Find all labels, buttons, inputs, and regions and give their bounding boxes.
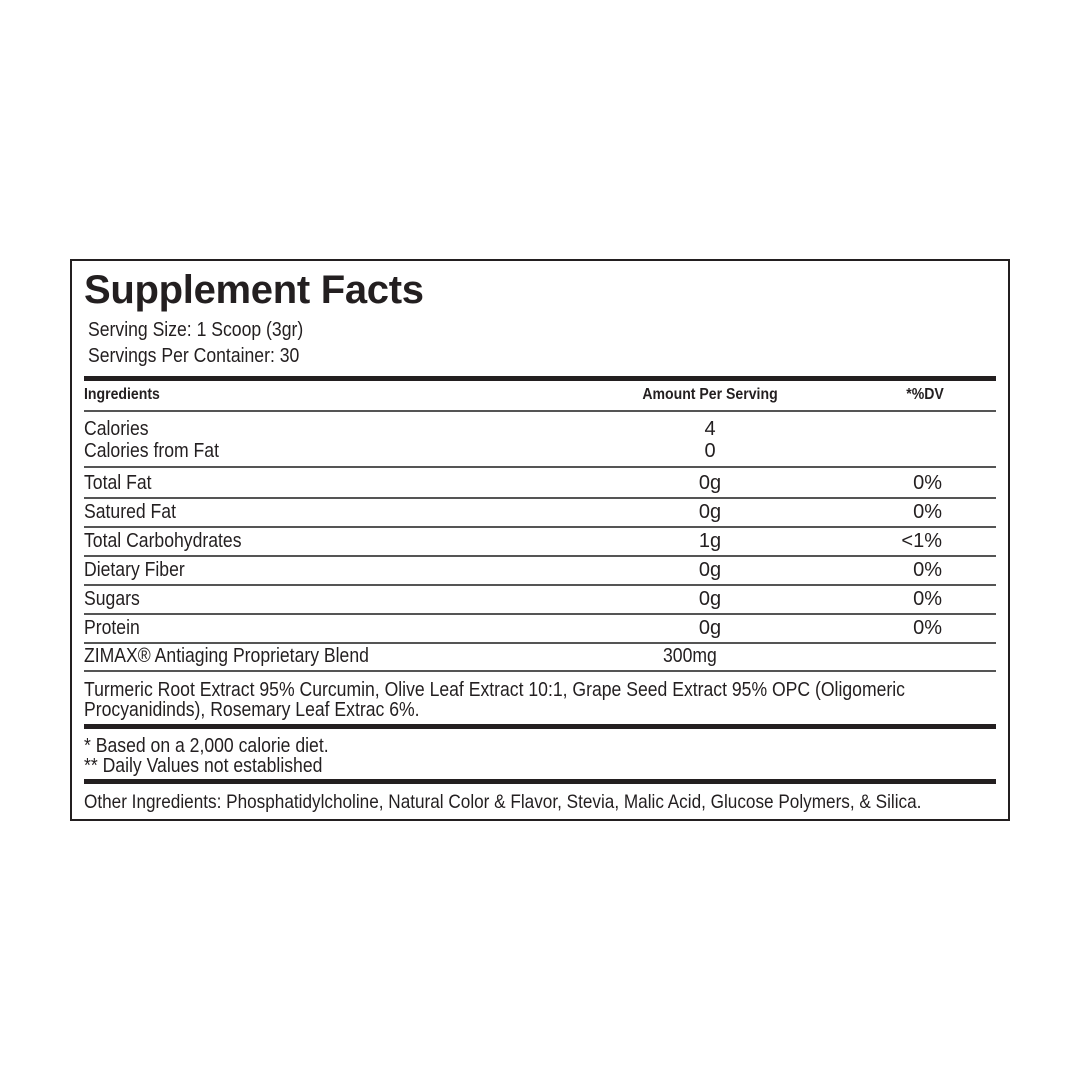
blend-ingredients-line: Procyanidinds), Rosemary Leaf Extrac 6%. — [84, 699, 420, 721]
divider — [84, 724, 996, 729]
calories-from-fat-label: Calories from Fat — [84, 440, 219, 462]
nutrient-amount: 0g — [698, 472, 722, 494]
servings-per-container: Servings Per Container: 30 — [88, 345, 300, 367]
nutrient-dv: <1% — [901, 530, 942, 552]
header-ingredients: Ingredients — [84, 386, 160, 403]
blend-amount: 300mg — [663, 645, 717, 667]
header-dv: *%DV — [906, 386, 944, 403]
serving-size: Serving Size: 1 Scoop (3gr) — [88, 319, 304, 341]
divider — [84, 584, 996, 586]
blend-ingredients-line: Turmeric Root Extract 95% Curcumin, Oliv… — [84, 679, 905, 701]
nutrient-dv: 0% — [913, 588, 942, 610]
divider — [84, 642, 996, 644]
divider — [84, 555, 996, 557]
nutrient-amount: 0g — [698, 501, 722, 523]
divider — [84, 410, 996, 412]
nutrient-amount: 0g — [698, 588, 722, 610]
nutrient-label: Satured Fat — [84, 501, 176, 523]
header-amount: Amount Per Serving — [642, 386, 778, 403]
other-ingredients: Other Ingredients: Phosphatidylcholine, … — [84, 791, 922, 813]
nutrient-amount: 0g — [698, 559, 722, 581]
nutrient-dv: 0% — [913, 472, 942, 494]
footnote: ** Daily Values not established — [84, 755, 323, 777]
nutrient-label: Sugars — [84, 588, 140, 610]
divider — [84, 670, 996, 672]
calories-label: Calories — [84, 418, 149, 440]
nutrient-label: Total Fat — [84, 472, 152, 494]
nutrient-label: Dietary Fiber — [84, 559, 185, 581]
supplement-facts-panel — [70, 259, 1010, 821]
footnote: * Based on a 2,000 calorie diet. — [84, 735, 329, 757]
divider — [84, 779, 996, 784]
nutrient-amount: 0g — [698, 617, 722, 639]
nutrient-dv: 0% — [913, 501, 942, 523]
nutrient-dv: 0% — [913, 559, 942, 581]
divider — [84, 376, 996, 381]
divider — [84, 613, 996, 615]
blend-label: ZIMAX® Antiaging Proprietary Blend — [84, 645, 369, 667]
nutrient-label: Total Carbohydrates — [84, 530, 242, 552]
panel-title: Supplement Facts — [84, 268, 424, 312]
nutrient-label: Protein — [84, 617, 140, 639]
divider — [84, 526, 996, 528]
nutrient-dv: 0% — [913, 617, 942, 639]
divider — [84, 497, 996, 499]
nutrient-amount: 1g — [698, 530, 722, 552]
calories-amount: 4 — [704, 418, 716, 440]
divider — [84, 466, 996, 468]
calories-from-fat-amount: 0 — [704, 440, 716, 462]
